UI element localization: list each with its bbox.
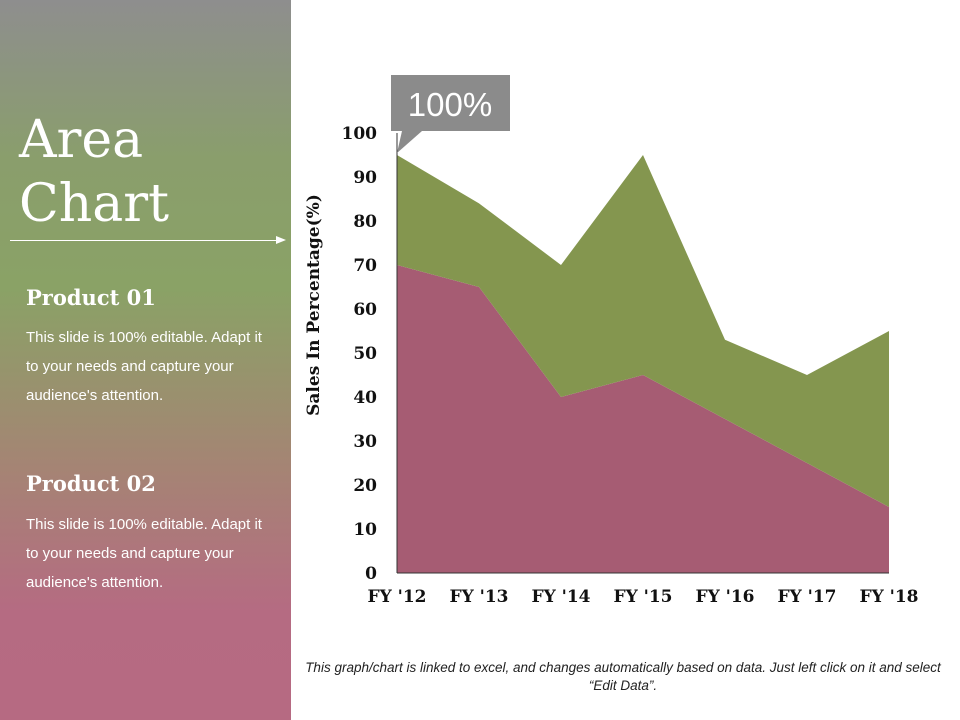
area-series-2[interactable] bbox=[397, 155, 889, 507]
slide-title-line-2: Chart bbox=[19, 174, 170, 234]
callout-pointer bbox=[397, 131, 422, 153]
footnote: This graph/chart is linked to excel, and… bbox=[305, 660, 941, 693]
y-tick-label: 100 bbox=[342, 124, 378, 144]
sidebar-panel: Area Chart Product 01 This slide is 100%… bbox=[0, 0, 291, 720]
y-tick-labels: 0 10 20 30 40 50 60 70 80 90 100 bbox=[342, 124, 378, 584]
x-tick-label: FY '18 bbox=[860, 587, 919, 607]
y-axis-label: Sales In Percentage(%) bbox=[304, 194, 324, 416]
title-divider bbox=[10, 240, 276, 241]
x-tick-label: FY '15 bbox=[614, 587, 673, 607]
callout-box bbox=[391, 75, 510, 131]
y-tick-label: 10 bbox=[353, 520, 377, 540]
slide-title-line-1: Area bbox=[19, 110, 144, 170]
y-tick-label: 80 bbox=[353, 212, 377, 232]
x-tick-label: FY '13 bbox=[450, 587, 509, 607]
arrow-right-icon bbox=[276, 236, 286, 244]
callout-badge: 100% bbox=[391, 75, 510, 153]
y-tick-label: 60 bbox=[353, 300, 377, 320]
y-tick-label: 50 bbox=[353, 344, 377, 364]
x-tick-label: FY '14 bbox=[532, 587, 591, 607]
y-tick-label: 70 bbox=[353, 256, 377, 276]
x-tick-label: FY '17 bbox=[778, 587, 837, 607]
callout-text: 100% bbox=[408, 86, 492, 123]
y-tick-label: 20 bbox=[353, 476, 377, 496]
y-tick-label: 30 bbox=[353, 432, 377, 452]
x-tick-labels: FY '12 FY '13 FY '14 FY '15 FY '16 FY '17 FY '… bbox=[368, 587, 919, 607]
x-tick-label: FY '12 bbox=[368, 587, 427, 607]
chart-areas bbox=[397, 155, 889, 573]
y-tick-label: 40 bbox=[353, 388, 377, 408]
x-tick-label: FY '16 bbox=[696, 587, 755, 607]
product-01-text: This slide is 100% editable. Adapt it to… bbox=[26, 329, 262, 404]
y-tick-label: 90 bbox=[353, 168, 377, 188]
product-02-heading: Product 02 bbox=[26, 471, 156, 496]
slide-title: Area Chart bbox=[19, 108, 279, 236]
product-01-heading: Product 01 bbox=[26, 285, 156, 310]
product-02-text: This slide is 100% editable. Adapt it to… bbox=[26, 516, 262, 591]
y-tick-label: 0 bbox=[365, 564, 377, 584]
